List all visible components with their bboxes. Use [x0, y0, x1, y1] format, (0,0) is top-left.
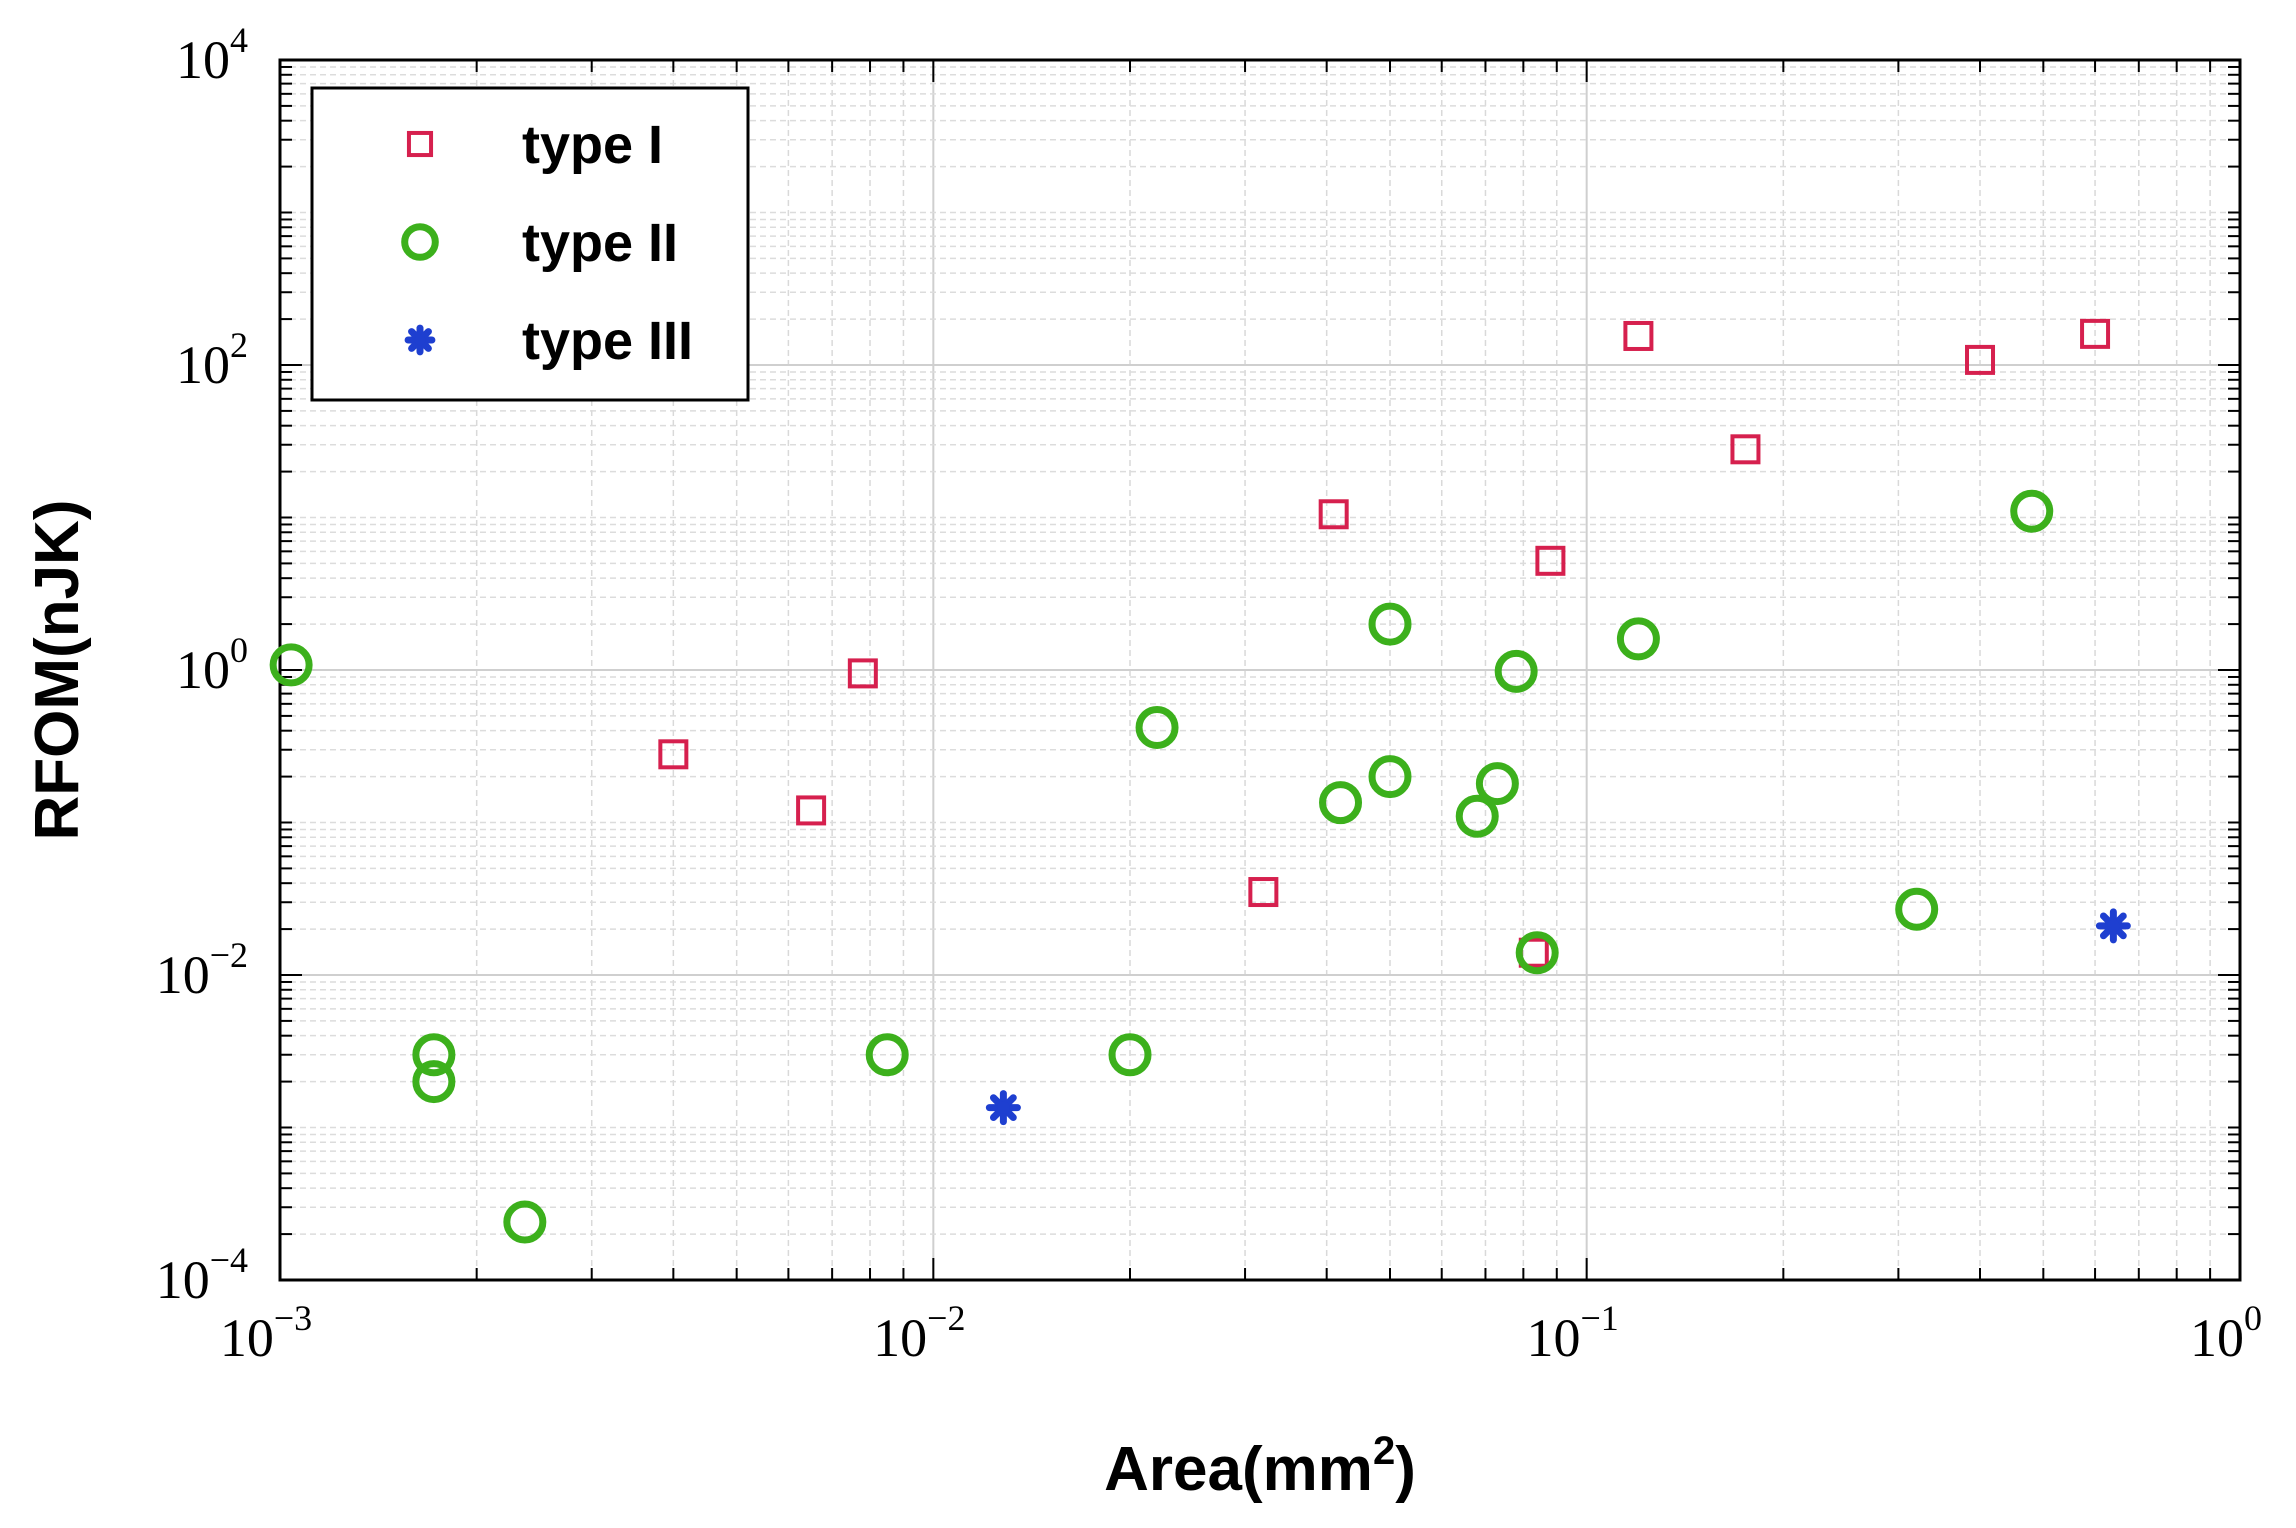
y-axis-title: RFOM(nJK): [23, 500, 92, 841]
legend-item: type II: [401, 213, 678, 273]
y-tick-label: 100: [176, 630, 248, 700]
data-point: [1319, 781, 1363, 825]
data-point: [412, 1033, 456, 1077]
legend: type I type II type III: [310, 86, 750, 402]
y-tick-label: 10−2: [156, 935, 248, 1005]
legend-items: type I type II type III: [401, 115, 693, 371]
data-point: [1248, 877, 1279, 908]
legend-marker: [406, 130, 434, 158]
data-point: [1135, 705, 1179, 749]
legend-box: [310, 86, 750, 402]
y-tick-label: 102: [176, 325, 248, 395]
data-point: [1515, 931, 1559, 975]
data-point: [1895, 887, 1939, 931]
data-point: [503, 1200, 547, 1244]
tick-marks: [279, 60, 2240, 1281]
x-tick-labels: 10−3 10−2 10−1 100: [220, 1298, 2262, 1368]
series-type-ii: [269, 489, 2054, 1244]
data-point: [269, 643, 313, 687]
data-point: [847, 658, 878, 689]
data-point: [2010, 489, 2054, 533]
data-point: [1108, 1033, 1152, 1077]
data-point: [796, 795, 827, 826]
data-point: [1965, 344, 1996, 375]
data-point: [1616, 617, 1660, 661]
data-point: [1623, 320, 1654, 351]
data-point: [2095, 908, 2131, 944]
data-point: [985, 1090, 1021, 1126]
legend-item: type I: [406, 115, 663, 175]
data-point: [1494, 649, 1538, 693]
x-tick-label: 10−1: [1527, 1298, 1619, 1368]
x-tick-label: 10−3: [220, 1298, 312, 1368]
data-points: [269, 318, 2131, 1244]
data-point: [1368, 602, 1412, 646]
data-point: [1730, 434, 1761, 465]
data-point: [1475, 762, 1519, 806]
y-tick-label: 104: [176, 20, 248, 90]
series-type-iii: [985, 908, 2131, 1126]
data-point: [658, 739, 689, 770]
data-point: [412, 1060, 456, 1104]
legend-item: type III: [404, 311, 693, 371]
data-point: [1318, 499, 1349, 530]
legend-label: type I: [522, 115, 663, 175]
data-point: [1455, 794, 1499, 838]
data-point: [2080, 318, 2111, 349]
y-tick-labels: 10−4 10−2 100 102 104: [156, 20, 248, 1310]
legend-marker: [404, 324, 436, 356]
legend-label: type II: [522, 213, 678, 273]
grid: [280, 60, 2240, 1280]
data-point: [1368, 755, 1412, 799]
x-tick-label: 100: [2190, 1298, 2262, 1368]
data-point: [865, 1033, 909, 1077]
x-tick-label: 10−2: [873, 1298, 965, 1368]
y-tick-label: 10−4: [156, 1240, 248, 1310]
series-type-i: [658, 318, 2111, 968]
legend-marker: [401, 223, 439, 261]
x-axis-title: Area(mm2): [1104, 1429, 1416, 1504]
legend-label: type III: [522, 311, 693, 371]
data-point: [1535, 545, 1566, 576]
